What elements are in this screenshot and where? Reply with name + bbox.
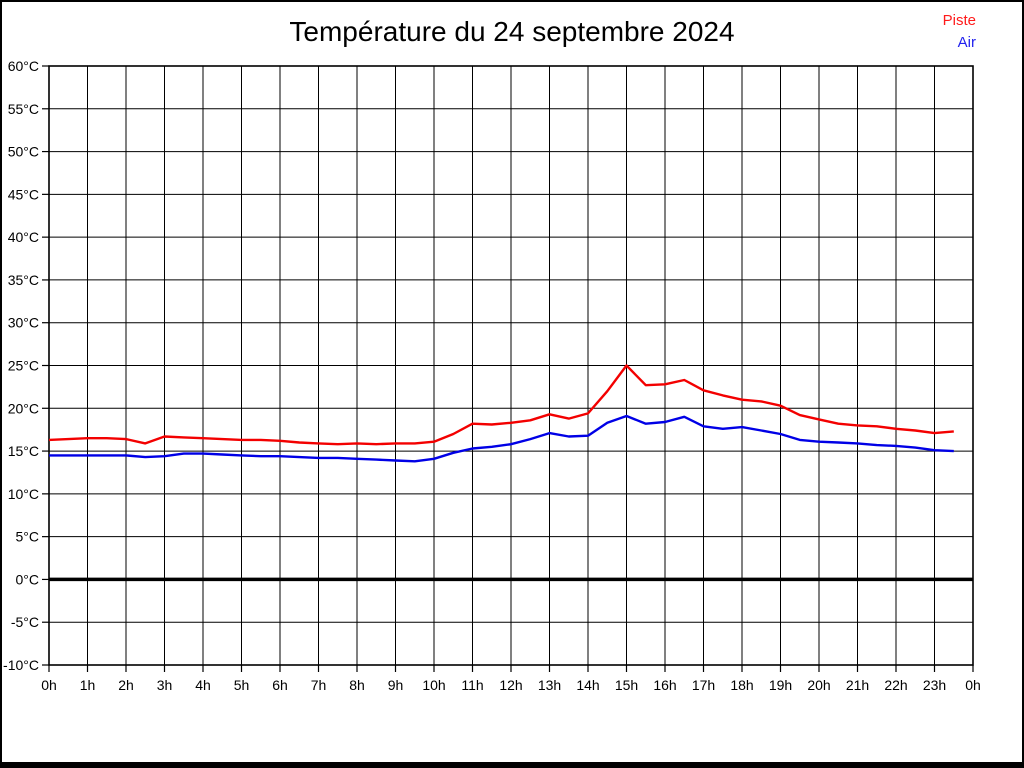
chart-title: Température du 24 septembre 2024 — [289, 16, 735, 47]
x-tick-label: 6h — [272, 677, 288, 693]
x-tick-label: 7h — [311, 677, 327, 693]
y-tick-label: 50°C — [8, 144, 39, 160]
y-tick-label: 45°C — [8, 186, 39, 202]
x-tick-label: 22h — [884, 677, 907, 693]
x-tick-label: 17h — [692, 677, 715, 693]
x-tick-label: 0h — [965, 677, 981, 693]
y-tick-label: 35°C — [8, 272, 39, 288]
x-tick-label: 8h — [349, 677, 365, 693]
chart-legend: Piste Air — [943, 10, 976, 54]
y-tick-label: -10°C — [3, 657, 39, 673]
y-tick-label: 5°C — [16, 529, 40, 545]
y-tick-label: 40°C — [8, 229, 39, 245]
x-tick-label: 9h — [388, 677, 404, 693]
x-tick-label: 23h — [923, 677, 946, 693]
x-tick-label: 20h — [807, 677, 830, 693]
x-tick-label: 5h — [234, 677, 250, 693]
x-tick-label: 0h — [41, 677, 57, 693]
y-tick-label: 15°C — [8, 443, 39, 459]
y-tick-label: 20°C — [8, 400, 39, 416]
x-tick-label: 18h — [730, 677, 753, 693]
air-temperature-line — [49, 414, 954, 463]
x-tick-label: 3h — [157, 677, 173, 693]
x-tick-label: 21h — [846, 677, 869, 693]
x-tick-label: 11h — [461, 677, 483, 693]
x-tick-label: 19h — [769, 677, 792, 693]
x-tick-label: 16h — [653, 677, 676, 693]
x-tick-label: 1h — [80, 677, 96, 693]
legend-item-piste: Piste — [942, 12, 976, 29]
y-tick-label: -5°C — [11, 614, 39, 630]
y-tick-label: 55°C — [8, 101, 39, 117]
y-tick-label: 25°C — [8, 358, 39, 374]
x-tick-label: 15h — [615, 677, 638, 693]
y-tick-label: 60°C — [8, 58, 39, 74]
y-tick-label: 10°C — [8, 486, 39, 502]
x-tick-label: 10h — [422, 677, 445, 693]
y-tick-label: 0°C — [16, 571, 40, 587]
piste-temperature-line — [48, 364, 954, 446]
x-tick-label: 4h — [195, 677, 211, 693]
x-tick-label: 13h — [538, 677, 561, 693]
x-tick-label: 14h — [576, 677, 599, 693]
legend-item-air: Air — [957, 34, 976, 51]
y-tick-label: 30°C — [8, 315, 39, 331]
x-tick-label: 2h — [118, 677, 134, 693]
x-tick-label: 12h — [499, 677, 522, 693]
